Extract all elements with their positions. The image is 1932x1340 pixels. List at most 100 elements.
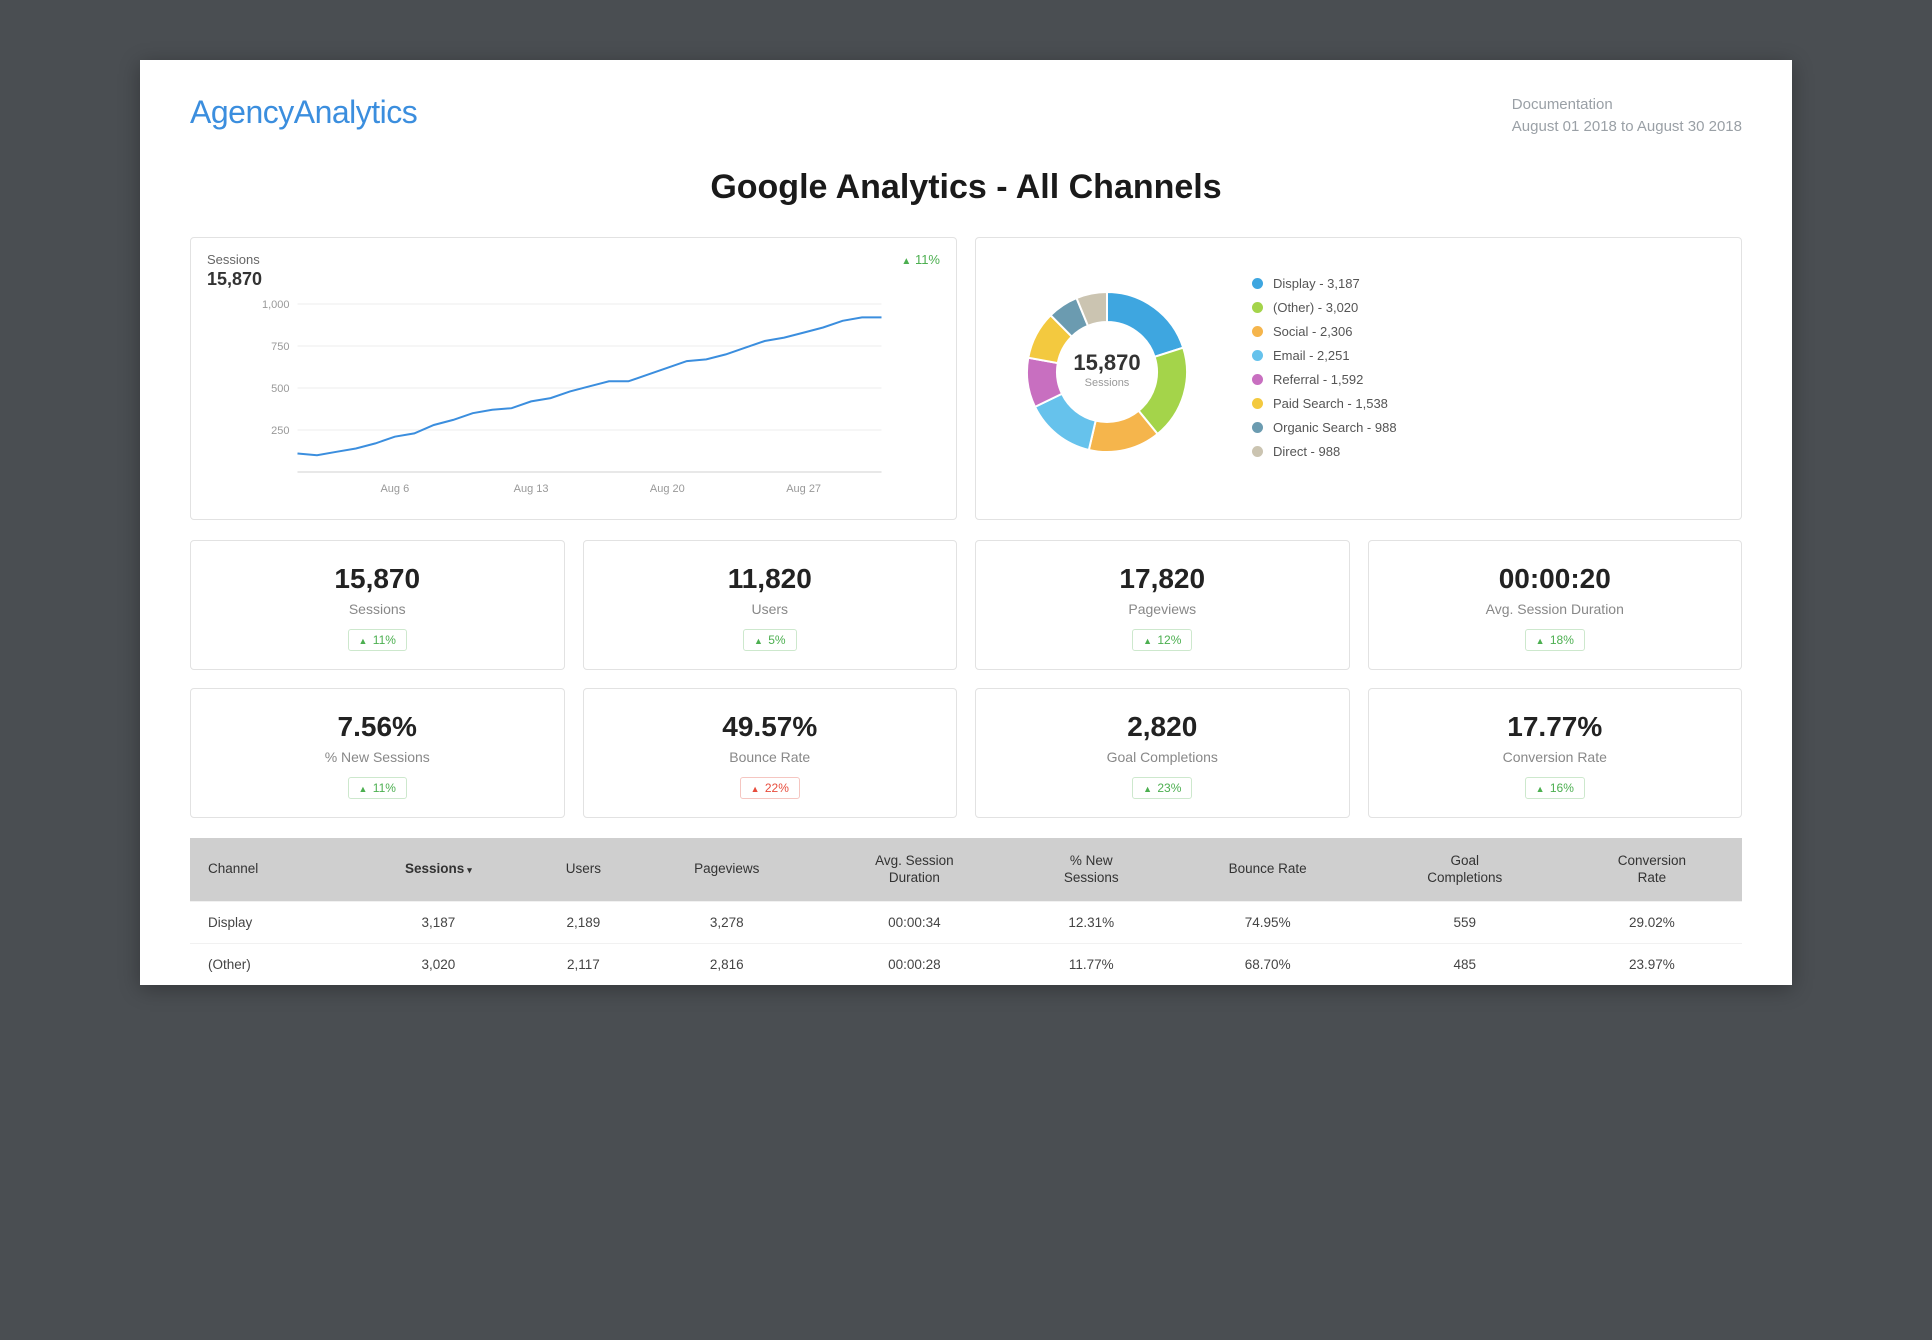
kpi-value: 7.56% [201,711,554,743]
table-cell: 2,117 [527,943,640,985]
kpi-value: 17.77% [1379,711,1732,743]
legend-label: Email - 2,251 [1273,348,1350,363]
donut-center-label: Sessions [1085,377,1130,389]
table-cell: 00:00:28 [814,943,1015,985]
kpi-label: Sessions [201,601,554,617]
legend-label: Paid Search - 1,538 [1273,396,1388,411]
legend-item: (Other) - 3,020 [1252,300,1725,315]
kpi-change-badge: ▲ 22% [740,777,800,799]
kpi-value: 17,820 [986,563,1339,595]
legend-label: Direct - 988 [1273,444,1340,459]
table-cell: (Other) [190,943,350,985]
kpi-change-badge: ▲ 16% [1525,777,1585,799]
legend-item: Organic Search - 988 [1252,420,1725,435]
svg-text:250: 250 [271,425,289,437]
charts-row: ▲ 11% Sessions 15,870 2505007501,000Aug … [190,237,1742,520]
kpi-change-value: 22% [762,781,789,795]
table-cell: 559 [1368,901,1562,943]
table-cell: 23.97% [1562,943,1742,985]
legend-label: Social - 2,306 [1273,324,1353,339]
caret-up-icon: ▲ [754,636,763,646]
kpi-value: 11,820 [594,563,947,595]
legend-dot-icon [1252,326,1263,337]
kpi-label: % New Sessions [201,749,554,765]
legend-item: Display - 3,187 [1252,276,1725,291]
caret-up-icon: ▲ [1143,636,1152,646]
table-column-header[interactable]: Bounce Rate [1168,838,1368,902]
kpi-label: Pageviews [986,601,1339,617]
channels-table: ChannelSessions▾UsersPageviewsAvg. Sessi… [190,838,1742,985]
doc-meta-daterange: August 01 2018 to August 30 2018 [1512,116,1742,138]
legend-dot-icon [1252,374,1263,385]
table-column-header[interactable]: GoalCompletions [1368,838,1562,902]
table-cell: 29.02% [1562,901,1742,943]
table-column-header[interactable]: ConversionRate [1562,838,1742,902]
legend-item: Email - 2,251 [1252,348,1725,363]
table-column-header[interactable]: Avg. SessionDuration [814,838,1015,902]
legend-dot-icon [1252,446,1263,457]
brand-part-1: Agency [190,94,294,130]
sessions-line-chart: 2505007501,000Aug 6Aug 13Aug 20Aug 27 [207,290,940,500]
table-cell: 2,189 [527,901,640,943]
channels-donut-panel: 15,870 Sessions Display - 3,187 (Other) - … [975,237,1742,520]
channels-donut-chart: 15,870 Sessions [992,272,1222,472]
table-cell: 12.31% [1015,901,1168,943]
svg-text:500: 500 [271,383,289,395]
legend-label: Referral - 1,592 [1273,372,1363,387]
kpi-card: 17.77% Conversion Rate ▲ 16% [1368,688,1743,818]
svg-text:Aug 20: Aug 20 [650,483,685,495]
report-page: AgencyAnalytics Documentation August 01 … [140,60,1792,985]
legend-label: Organic Search - 988 [1273,420,1397,435]
sessions-change-badge: ▲ 11% [901,252,940,267]
sort-caret-down-icon: ▾ [467,865,472,875]
kpi-label: Conversion Rate [1379,749,1732,765]
donut-legend: Display - 3,187 (Other) - 3,020 Social - 2… [1252,276,1725,468]
table-cell: 3,278 [640,901,814,943]
svg-text:Aug 6: Aug 6 [380,483,409,495]
legend-dot-icon [1252,422,1263,433]
kpi-label: Avg. Session Duration [1379,601,1732,617]
table-column-header[interactable]: Users [527,838,640,902]
sessions-chart-header: ▲ 11% Sessions 15,870 [207,252,940,290]
sessions-chart-panel: ▲ 11% Sessions 15,870 2505007501,000Aug … [190,237,957,520]
kpi-card: 17,820 Pageviews ▲ 12% [975,540,1350,670]
table-cell: 3,187 [350,901,527,943]
legend-dot-icon [1252,302,1263,313]
table-column-header[interactable]: Channel [190,838,350,902]
legend-dot-icon [1252,350,1263,361]
kpi-change-value: 5% [765,633,786,647]
brand-logo: AgencyAnalytics [190,94,417,131]
svg-text:Aug 13: Aug 13 [514,483,549,495]
kpi-change-value: 12% [1154,633,1181,647]
page-header: AgencyAnalytics Documentation August 01 … [190,94,1742,138]
sessions-value: 15,870 [207,269,940,290]
table-cell: 00:00:34 [814,901,1015,943]
svg-text:750: 750 [271,341,289,353]
sessions-label: Sessions [207,252,940,267]
kpi-label: Goal Completions [986,749,1339,765]
kpi-change-value: 11% [369,633,395,647]
kpi-value: 2,820 [986,711,1339,743]
caret-up-icon: ▲ [1536,636,1545,646]
kpi-change-badge: ▲ 5% [743,629,797,651]
donut-center-value: 15,870 [1073,350,1140,375]
brand-part-2: Analytics [294,94,418,130]
legend-dot-icon [1252,398,1263,409]
table-header-row: ChannelSessions▾UsersPageviewsAvg. Sessi… [190,838,1742,902]
kpi-card: 7.56%% New Sessions▲ 11% [190,688,565,818]
kpi-card: 00:00:20Avg. Session Duration▲ 18% [1368,540,1743,670]
donut-wrap: 15,870 Sessions Display - 3,187 (Other) - … [992,252,1725,492]
table-column-header[interactable]: Pageviews [640,838,814,902]
donut-segment [1107,292,1183,357]
sessions-change-value: 11% [915,252,940,267]
caret-up-icon: ▲ [1143,784,1152,794]
table-column-header[interactable]: % NewSessions [1015,838,1168,902]
kpi-change-badge: ▲ 12% [1132,629,1192,651]
caret-up-icon: ▲ [359,636,368,646]
caret-up-icon: ▲ [1536,784,1545,794]
kpi-card: 49.57%Bounce Rate▲ 22% [583,688,958,818]
table-cell: 485 [1368,943,1562,985]
table-column-header[interactable]: Sessions▾ [350,838,527,902]
legend-label: (Other) - 3,020 [1273,300,1358,315]
kpi-change-value: 11% [369,781,395,795]
